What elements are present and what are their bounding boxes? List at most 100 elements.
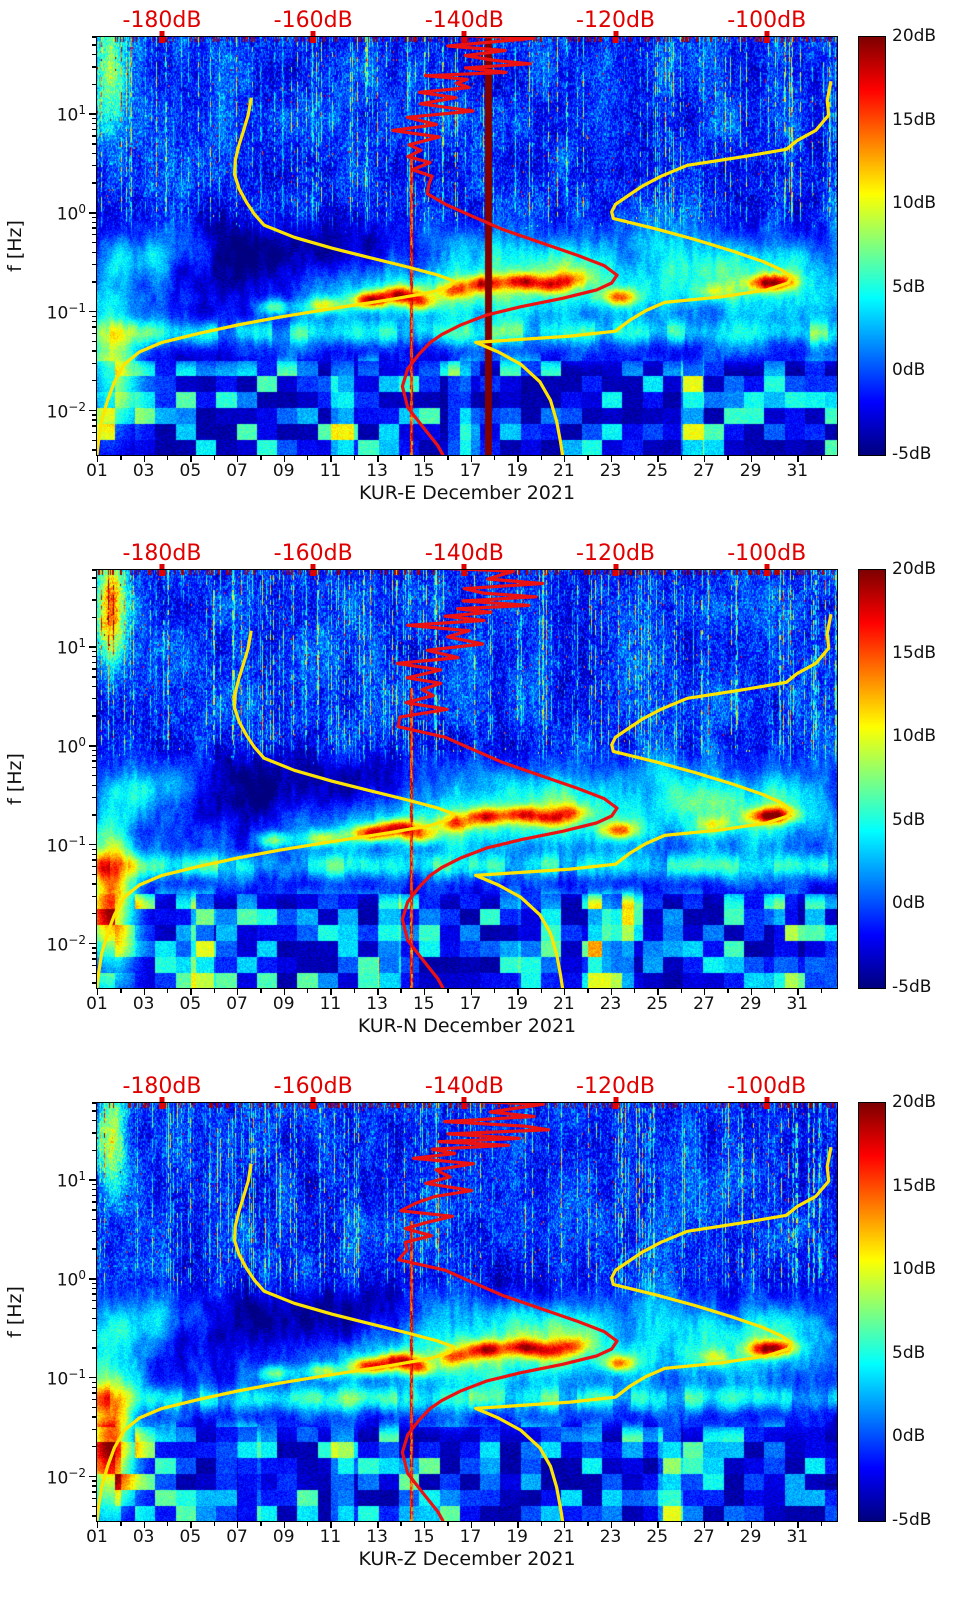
x-tick-label: 01 bbox=[86, 994, 108, 1014]
y-minor-tick-mark bbox=[92, 982, 96, 984]
colorbar-tick-label: 0dB bbox=[892, 893, 926, 914]
x-tick-labels: 01 03 05 07 09 11 13 15 17 19 21 23 25 27 29 31 bbox=[86, 989, 838, 1015]
y-tick-mark bbox=[89, 212, 96, 214]
top-axis-red-marker bbox=[461, 1103, 468, 1109]
top-psd-axis: -180dB -160dB -140dB -120dB -100dB bbox=[96, 0, 838, 37]
x-tick-mark bbox=[283, 989, 286, 995]
x-tick-mark bbox=[563, 1522, 566, 1528]
y-tick-mark bbox=[89, 646, 96, 648]
colorbar bbox=[858, 1102, 886, 1522]
x-tick-mark bbox=[517, 989, 519, 995]
y-minor-tick-mark bbox=[92, 425, 96, 427]
x-tick-label: 11 bbox=[319, 461, 342, 481]
y-minor-tick-mark bbox=[92, 1480, 96, 1482]
y-minor-tick-mark bbox=[92, 320, 96, 322]
x-tick-mark bbox=[657, 989, 659, 995]
y-tick-label: 10−2 bbox=[46, 399, 86, 423]
y-minor-tick-mark bbox=[92, 1282, 96, 1285]
top-psd-axis-tick bbox=[613, 1097, 619, 1103]
colorbar-tick-label: 10dB bbox=[892, 726, 937, 747]
x-minor-tick-mark bbox=[587, 456, 589, 460]
x-tick-mark bbox=[190, 989, 192, 995]
x-minor-tick-mark bbox=[540, 989, 542, 993]
y-minor-tick-mark bbox=[92, 1329, 96, 1332]
x-minor-tick-mark bbox=[260, 456, 262, 460]
x-minor-tick-mark bbox=[447, 456, 449, 460]
y-minor-tick-mark bbox=[92, 1416, 96, 1418]
y-minor-tick-mark bbox=[92, 655, 96, 658]
x-tick-mark bbox=[283, 456, 286, 462]
top-axis-red-marker bbox=[310, 37, 317, 43]
x-tick-mark bbox=[377, 1522, 379, 1528]
y-tick-label: 10−1 bbox=[46, 1366, 86, 1390]
x-tick-label: 09 bbox=[272, 461, 295, 481]
y-minor-tick-mark bbox=[92, 449, 96, 451]
colorbar-tick-label: 20dB bbox=[892, 1092, 937, 1112]
x-tick-mark bbox=[703, 456, 706, 462]
top-psd-axis-label: -100dB bbox=[727, 1074, 807, 1099]
x-tick-label: 19 bbox=[506, 461, 529, 481]
x-minor-tick-mark bbox=[820, 1522, 823, 1526]
y-minor-tick-mark bbox=[92, 1505, 96, 1507]
y-minor-tick-mark bbox=[92, 599, 96, 601]
y-minor-tick-mark bbox=[92, 1149, 96, 1151]
y-minor-tick-mark bbox=[92, 883, 96, 885]
x-minor-tick-mark bbox=[773, 1522, 776, 1526]
y-minor-tick-mark bbox=[92, 1497, 96, 1500]
y-minor-tick-mark bbox=[92, 216, 96, 219]
x-tick-mark bbox=[190, 456, 192, 462]
low-noise-model-curve bbox=[97, 1163, 456, 1521]
y-minor-tick-mark bbox=[92, 668, 96, 670]
x-tick-label: 23 bbox=[599, 461, 622, 481]
y-minor-tick-mark bbox=[92, 964, 96, 967]
y-minor-tick-mark bbox=[92, 873, 96, 876]
top-axis-red-marker bbox=[461, 570, 468, 576]
y-minor-tick-mark bbox=[92, 784, 96, 786]
y-minor-tick-mark bbox=[92, 326, 96, 328]
y-minor-tick-mark bbox=[92, 66, 96, 68]
y-minor-tick-mark bbox=[92, 117, 96, 120]
x-tick-label: 23 bbox=[599, 1527, 622, 1547]
x-minor-tick-mark bbox=[540, 1522, 542, 1526]
y-minor-tick-mark bbox=[92, 439, 96, 441]
panel-title: KUR-E December 2021 bbox=[358, 482, 576, 504]
y-minor-tick-mark bbox=[92, 1287, 96, 1290]
x-tick-label: 15 bbox=[412, 994, 435, 1014]
x-tick-mark bbox=[470, 456, 472, 462]
x-tick-mark bbox=[143, 989, 146, 995]
x-minor-tick-mark bbox=[540, 456, 542, 460]
y-minor-tick-mark bbox=[92, 1428, 96, 1431]
x-tick-label: 03 bbox=[132, 994, 155, 1014]
y-minor-tick-mark bbox=[92, 1110, 96, 1112]
y-minor-tick-mark bbox=[92, 1398, 96, 1401]
y-minor-tick-mark bbox=[92, 128, 96, 131]
x-tick-label: 13 bbox=[366, 994, 388, 1014]
y-minor-tick-mark bbox=[92, 1386, 96, 1388]
x-minor-tick-mark bbox=[633, 989, 636, 993]
y-tick-mark bbox=[89, 844, 96, 846]
y-minor-tick-mark bbox=[92, 1485, 96, 1487]
y-minor-tick-mark bbox=[92, 1406, 96, 1409]
y-minor-tick-mark bbox=[92, 362, 96, 365]
y-tick-mark bbox=[89, 1377, 96, 1379]
top-psd-axis-label: -160dB bbox=[273, 1074, 353, 1099]
x-minor-tick-mark bbox=[260, 989, 262, 993]
top-psd-axis-label: -120dB bbox=[576, 8, 656, 33]
x-tick-label: 19 bbox=[506, 994, 529, 1014]
top-psd-axis-tick bbox=[159, 1097, 165, 1103]
x-tick-mark bbox=[657, 456, 659, 462]
x-tick-label: 27 bbox=[693, 461, 715, 481]
y-minor-tick-mark bbox=[92, 1347, 96, 1349]
x-tick-mark bbox=[750, 1522, 753, 1528]
x-tick-mark bbox=[143, 456, 146, 462]
station-median-psd-curve bbox=[391, 37, 619, 455]
y-minor-tick-mark bbox=[92, 241, 96, 244]
y-minor-tick-mark bbox=[92, 122, 96, 125]
x-minor-tick-mark bbox=[727, 456, 729, 460]
x-minor-tick-mark bbox=[353, 989, 356, 993]
x-tick-mark bbox=[797, 989, 799, 995]
x-tick-label: 07 bbox=[226, 461, 248, 481]
y-minor-tick-mark bbox=[92, 1183, 96, 1186]
colorbar-tick-label: 5dB bbox=[892, 1342, 926, 1363]
top-psd-axis-tick bbox=[764, 1097, 770, 1103]
